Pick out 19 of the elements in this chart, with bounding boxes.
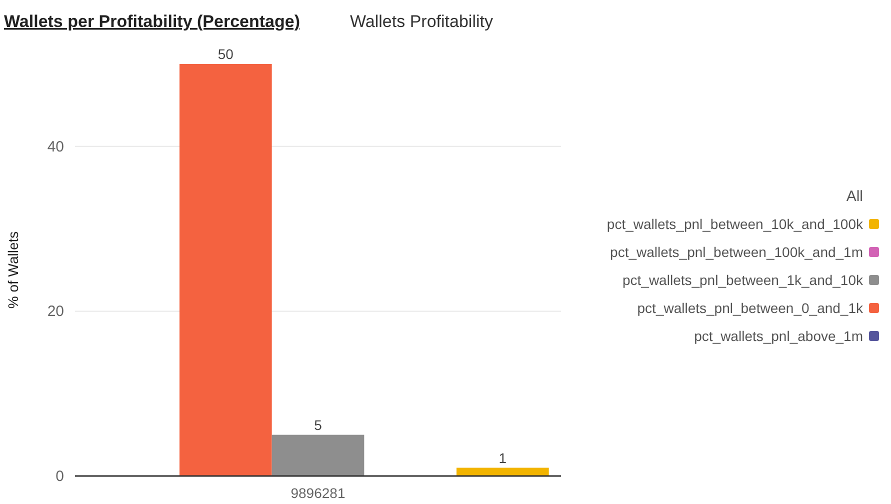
- legend-label: pct_wallets_pnl_between_0_and_1k: [637, 300, 864, 316]
- legend-label: pct_wallets_pnl_between_100k_and_1m: [610, 244, 863, 260]
- chart-subtitle: Wallets Profitability: [350, 12, 494, 31]
- y-axis-title: % of Wallets: [5, 231, 21, 309]
- legend-label: pct_wallets_pnl_between_10k_and_100k: [606, 216, 864, 232]
- x-tick-label: 9896281: [290, 485, 346, 501]
- bar: [179, 64, 272, 476]
- y-tick-label: 40: [47, 138, 64, 156]
- y-tick-label: 0: [56, 468, 64, 485]
- bar: [456, 468, 549, 476]
- chart-title: Wallets per Profitability (Percentage): [4, 12, 300, 31]
- legend-title: All: [846, 188, 863, 205]
- bar: [272, 434, 364, 476]
- data-label: 5: [314, 416, 322, 433]
- data-label: 50: [218, 46, 234, 62]
- legend-label: pct_wallets_pnl_between_1k_and_10k: [622, 272, 864, 288]
- legend-label: pct_wallets_pnl_above_1m: [694, 328, 863, 344]
- data-label: 1: [498, 450, 507, 466]
- y-tick-label: 20: [47, 303, 64, 320]
